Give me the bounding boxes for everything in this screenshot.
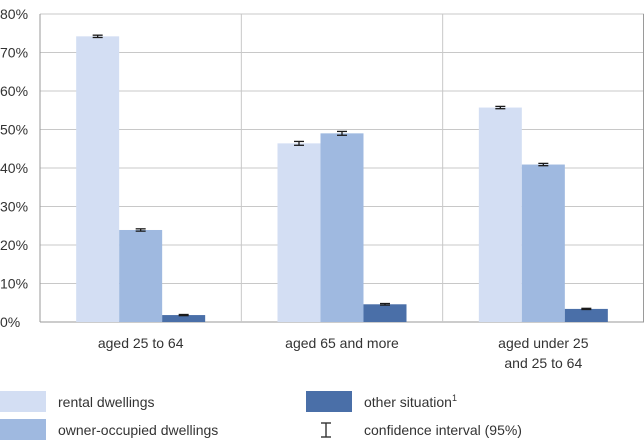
error-bar (337, 130, 347, 136)
y-tick-label: 20% (0, 237, 28, 253)
legend-swatch-owner-occupied (0, 419, 46, 440)
footnote-marker: 1 (452, 393, 457, 403)
legend-label-owner-occupied: owner-occupied dwellings (58, 422, 218, 438)
error-bar (92, 34, 103, 39)
y-tick-label: 0% (0, 314, 20, 330)
y-tick-label: 10% (0, 276, 28, 292)
legend-label-other: other situation1 (364, 393, 457, 410)
y-tick-label: 40% (0, 160, 28, 176)
legend: rental dwellings owner-occupied dwelling… (0, 391, 522, 440)
x-axis-categories: aged 25 to 64 aged 65 and more aged under … (98, 335, 589, 371)
y-tick-label: 30% (0, 199, 28, 215)
bar (363, 304, 407, 322)
y-tick-label: 80% (0, 6, 28, 22)
bar (564, 308, 608, 322)
bar (76, 36, 120, 323)
y-tick-label: 60% (0, 83, 28, 99)
legend-swatch-rental (0, 391, 46, 412)
x-category-label: aged under 25 (498, 335, 589, 351)
y-tick-label: 50% (0, 122, 28, 138)
legend-swatch-other (306, 391, 352, 412)
y-tick-label: 70% (0, 45, 28, 61)
bar (478, 107, 522, 323)
legend-label-confidence-interval: confidence interval (95%) (364, 422, 522, 438)
error-bar (380, 302, 390, 306)
error-bar (495, 105, 506, 110)
bar (119, 229, 163, 322)
x-category-label: aged 65 and more (285, 335, 399, 351)
bar (320, 133, 364, 322)
error-bar (294, 140, 304, 146)
x-category-label: aged 25 to 64 (98, 335, 184, 351)
bars-layer (76, 36, 608, 323)
bar (162, 315, 206, 322)
bar (521, 164, 565, 322)
y-axis-ticks: 0% 10% 20% 30% 40% 50% 60% 70% 80% (0, 6, 28, 330)
error-bar (178, 313, 189, 317)
confidence-interval-icon (321, 422, 331, 438)
legend-label-rental: rental dwellings (58, 394, 155, 410)
error-bars-layer (92, 34, 592, 317)
error-bar (581, 307, 592, 311)
error-bar (538, 162, 549, 167)
legend-label-other-text: other situation (364, 394, 452, 410)
x-category-label: and 25 to 64 (504, 355, 582, 371)
error-bar (135, 228, 146, 232)
bar (277, 143, 321, 322)
